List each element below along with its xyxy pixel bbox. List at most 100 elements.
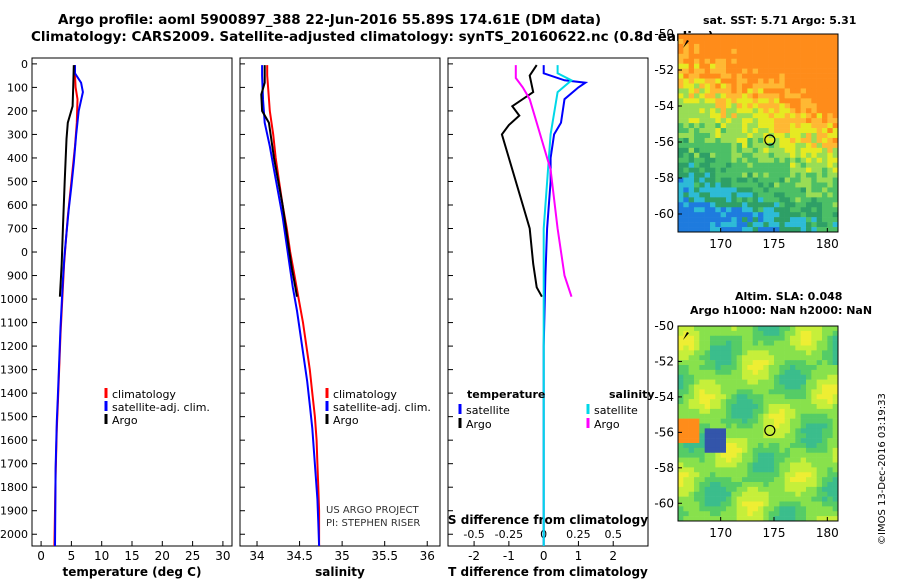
- map-cell: [768, 177, 775, 183]
- map-cell: [710, 496, 716, 502]
- map-cell: [683, 462, 689, 468]
- map-cell: [795, 53, 801, 60]
- map-cell: [752, 83, 759, 89]
- map-cell: [800, 172, 807, 178]
- map-cell: [715, 157, 721, 163]
- map-cell: [694, 433, 700, 439]
- map-cell: [784, 182, 791, 188]
- map-cell: [688, 496, 695, 502]
- map-cell: [832, 172, 839, 178]
- map-cell: [720, 202, 727, 208]
- map-cell: [774, 128, 780, 134]
- map-cell: [683, 379, 689, 385]
- map-cell: [806, 162, 812, 168]
- map-cell: [768, 113, 775, 119]
- map-cell: [726, 496, 732, 502]
- map-cell: [795, 438, 801, 444]
- map-cell: [774, 167, 780, 173]
- map-cell: [731, 399, 737, 405]
- map-cell: [774, 399, 780, 405]
- map-cell: [710, 335, 716, 341]
- map-cell: [678, 34, 684, 40]
- map-cell: [811, 88, 817, 94]
- map-cell: [704, 511, 711, 517]
- map-cell: [752, 38, 759, 45]
- map-cell: [832, 207, 839, 213]
- map-cell: [678, 516, 684, 522]
- map-cell: [747, 152, 753, 159]
- map-cell: [774, 428, 780, 434]
- map-cell: [790, 172, 796, 178]
- map-cell: [683, 330, 689, 337]
- map-cell: [790, 207, 796, 213]
- map-cell: [752, 128, 759, 134]
- map-cell: [827, 58, 833, 64]
- map-cell: [822, 457, 828, 463]
- map-cell: [774, 404, 780, 410]
- map-cell: [827, 462, 833, 468]
- map-cell: [763, 118, 769, 124]
- map-cell: [758, 152, 764, 159]
- map-cell: [704, 384, 711, 390]
- map-cell: [752, 433, 759, 439]
- map-cell: [811, 227, 817, 233]
- map-cell: [704, 335, 711, 341]
- map-cell: [699, 340, 705, 346]
- map-cell: [779, 222, 785, 228]
- map-cell: [720, 157, 727, 163]
- map-cell: [827, 98, 833, 104]
- map-cell: [683, 477, 689, 483]
- map-cell: [832, 108, 839, 114]
- map-cell: [779, 404, 785, 410]
- map-cell: [726, 379, 732, 385]
- map-cell: [699, 162, 705, 168]
- map-cell: [742, 68, 748, 74]
- map-cell: [790, 123, 796, 129]
- map-cell: [694, 389, 700, 395]
- map-cell: [694, 423, 700, 429]
- map-cell: [827, 172, 833, 178]
- map-cell: [811, 516, 817, 522]
- map-cell: [742, 113, 748, 119]
- map-cell: [715, 506, 721, 512]
- map-cell: [726, 108, 732, 114]
- map-cell: [736, 355, 743, 361]
- map-cell: [699, 379, 705, 385]
- map-cell: [699, 428, 705, 434]
- legend-entry: satellite-adj. clim.: [112, 401, 210, 414]
- map-cell: [800, 58, 807, 64]
- map-cell: [774, 162, 780, 168]
- map-cell: [731, 108, 737, 114]
- series-line-salinity-argo: [514, 65, 573, 298]
- map-cell: [822, 187, 828, 193]
- map-cell: [832, 157, 839, 163]
- map-cell: [720, 162, 727, 168]
- map-cell: [688, 182, 695, 188]
- map-cell: [688, 360, 695, 366]
- map-cell: [715, 202, 721, 208]
- x-axis-label: salinity: [315, 565, 365, 579]
- map-cell: [720, 404, 727, 410]
- map-cell: [832, 78, 839, 84]
- map-cell: [710, 491, 716, 497]
- map-cell: [704, 355, 711, 361]
- map-cell: [742, 137, 748, 144]
- map-cell: [779, 108, 785, 114]
- map-cell: [699, 38, 705, 45]
- map-cell: [699, 486, 705, 493]
- map-cell: [758, 443, 764, 449]
- map-cell: [806, 496, 812, 502]
- map-cell: [790, 438, 796, 444]
- map-cell: [811, 486, 817, 493]
- map-cell: [720, 452, 727, 458]
- map-cell: [736, 58, 743, 64]
- map-cell: [678, 360, 684, 366]
- map-cell: [726, 43, 732, 50]
- map-y-tick-label: -54: [654, 390, 674, 404]
- map-cell: [779, 162, 785, 168]
- map-cell: [715, 34, 721, 40]
- map-cell: [683, 389, 689, 395]
- map-cell: [806, 477, 812, 483]
- map-cell: [827, 472, 833, 478]
